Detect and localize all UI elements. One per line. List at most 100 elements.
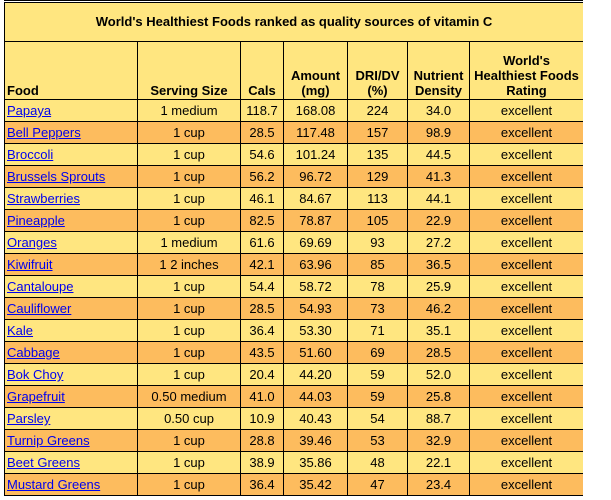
- amount-cell: 84.67: [283, 187, 348, 210]
- table-row: Brussels Sprouts 1 cup 56.2 96.72 129 41.3 exc…: [4, 165, 583, 188]
- header-amount: Amount (mg): [283, 41, 348, 100]
- vitamin-c-table: World's Healthiest Foods ranked as quali…: [4, 2, 583, 496]
- food-link[interactable]: Kiwifruit: [7, 257, 53, 272]
- cals-cell: 82.5: [240, 209, 284, 232]
- density-cell: 34.0: [407, 99, 470, 122]
- rating-cell: excellent: [468, 363, 583, 386]
- food-cell: Broccoli: [4, 143, 138, 166]
- food-link[interactable]: Mustard Greens: [7, 477, 101, 492]
- density-cell: 32.9: [407, 429, 470, 452]
- rating-cell: excellent: [468, 187, 583, 210]
- serving-size-cell: 1 cup: [137, 341, 241, 364]
- cals-cell: 118.7: [240, 99, 284, 122]
- rating-cell: excellent: [468, 253, 583, 276]
- food-cell: Mustard Greens: [4, 473, 138, 496]
- food-link[interactable]: Beet Greens: [7, 455, 80, 470]
- rating-cell: excellent: [468, 99, 583, 122]
- table-row: Cantaloupe 1 cup 54.4 58.72 78 25.9 excellent: [4, 275, 583, 298]
- amount-cell: 54.93: [283, 297, 348, 320]
- amount-cell: 101.24: [283, 143, 348, 166]
- table-title: World's Healthiest Foods ranked as quali…: [4, 2, 583, 42]
- table-row: Oranges 1 medium 61.6 69.69 93 27.2 excellent: [4, 231, 583, 254]
- cals-cell: 43.5: [240, 341, 284, 364]
- table-row: Strawberries 1 cup 46.1 84.67 113 44.1 excelle…: [4, 187, 583, 210]
- food-link[interactable]: Cantaloupe: [7, 279, 74, 294]
- food-link[interactable]: Bok Choy: [7, 367, 64, 382]
- food-link[interactable]: Grapefruit: [7, 389, 65, 404]
- header-dri-dv: DRI/DV (%): [347, 41, 408, 100]
- dri-cell: 129: [347, 165, 408, 188]
- amount-cell: 117.48: [283, 121, 348, 144]
- density-cell: 98.9: [407, 121, 470, 144]
- food-link[interactable]: Broccoli: [7, 147, 54, 162]
- header-cals: Cals: [240, 41, 284, 100]
- amount-cell: 40.43: [283, 407, 348, 430]
- food-link[interactable]: Parsley: [7, 411, 51, 426]
- cals-cell: 54.6: [240, 143, 284, 166]
- food-cell: Grapefruit: [4, 385, 138, 408]
- rating-cell: excellent: [468, 121, 583, 144]
- food-link[interactable]: Strawberries: [7, 191, 80, 206]
- dri-cell: 54: [347, 407, 408, 430]
- serving-size-cell: 1 2 inches: [137, 253, 241, 276]
- food-link[interactable]: Cauliflower: [7, 301, 72, 316]
- food-link[interactable]: Pineapple: [7, 213, 65, 228]
- food-cell: Oranges: [4, 231, 138, 254]
- food-cell: Bell Peppers: [4, 121, 138, 144]
- amount-cell: 69.69: [283, 231, 348, 254]
- rating-cell: excellent: [468, 209, 583, 232]
- serving-size-cell: 1 cup: [137, 187, 241, 210]
- dri-cell: 71: [347, 319, 408, 342]
- amount-cell: 44.20: [283, 363, 348, 386]
- density-cell: 25.8: [407, 385, 470, 408]
- food-link[interactable]: Bell Peppers: [7, 125, 81, 140]
- table-row: Kale 1 cup 36.4 53.30 71 35.1 excellent: [4, 319, 583, 342]
- amount-cell: 168.08: [283, 99, 348, 122]
- amount-cell: 35.86: [283, 451, 348, 474]
- rating-cell: excellent: [468, 407, 583, 430]
- dri-cell: 105: [347, 209, 408, 232]
- density-cell: 41.3: [407, 165, 470, 188]
- food-cell: Papaya: [4, 99, 138, 122]
- food-cell: Turnip Greens: [4, 429, 138, 452]
- header-nutrient-density: Nutrient Density: [407, 41, 470, 100]
- serving-size-cell: 1 cup: [137, 319, 241, 342]
- food-link[interactable]: Oranges: [7, 235, 57, 250]
- serving-size-cell: 1 cup: [137, 363, 241, 386]
- header-row: Food Serving Size Cals Amount (mg) DRI/D…: [4, 41, 583, 100]
- cals-cell: 10.9: [240, 407, 284, 430]
- serving-size-cell: 1 cup: [137, 297, 241, 320]
- food-cell: Cauliflower: [4, 297, 138, 320]
- food-link[interactable]: Kale: [7, 323, 34, 338]
- rating-cell: excellent: [468, 319, 583, 342]
- food-cell: Beet Greens: [4, 451, 138, 474]
- food-link[interactable]: Cabbage: [7, 345, 60, 360]
- header-rating: World's Healthiest Foods Rating: [468, 41, 583, 100]
- food-cell: Strawberries: [4, 187, 138, 210]
- food-link[interactable]: Turnip Greens: [7, 433, 90, 448]
- rating-cell: excellent: [468, 341, 583, 364]
- cals-cell: 56.2: [240, 165, 284, 188]
- amount-cell: 39.46: [283, 429, 348, 452]
- serving-size-cell: 1 cup: [137, 121, 241, 144]
- dri-cell: 69: [347, 341, 408, 364]
- table-row: Cabbage 1 cup 43.5 51.60 69 28.5 excellent: [4, 341, 583, 364]
- dri-cell: 224: [347, 99, 408, 122]
- dri-cell: 85: [347, 253, 408, 276]
- dri-cell: 135: [347, 143, 408, 166]
- density-cell: 46.2: [407, 297, 470, 320]
- serving-size-cell: 1 cup: [137, 275, 241, 298]
- cals-cell: 38.9: [240, 451, 284, 474]
- food-link[interactable]: Papaya: [7, 103, 52, 118]
- rating-cell: excellent: [468, 143, 583, 166]
- food-cell: Cantaloupe: [4, 275, 138, 298]
- table-row: Papaya 1 medium 118.7 168.08 224 34.0 excellen…: [4, 99, 583, 122]
- density-cell: 44.1: [407, 187, 470, 210]
- amount-cell: 58.72: [283, 275, 348, 298]
- dri-cell: 78: [347, 275, 408, 298]
- cals-cell: 28.8: [240, 429, 284, 452]
- food-link[interactable]: Brussels Sprouts: [7, 169, 106, 184]
- cals-cell: 20.4: [240, 363, 284, 386]
- rating-cell: excellent: [468, 385, 583, 408]
- amount-cell: 53.30: [283, 319, 348, 342]
